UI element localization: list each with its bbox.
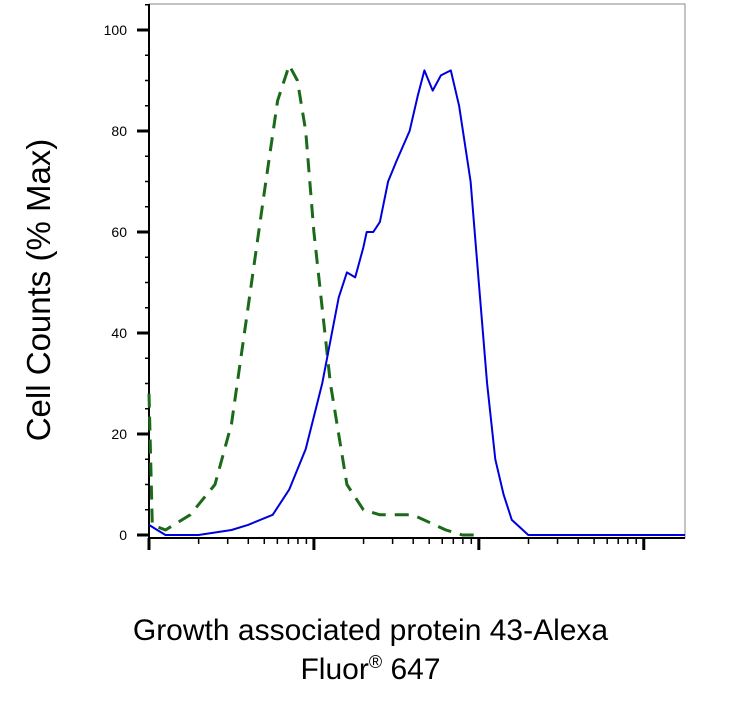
y-tick-label: 100 — [104, 22, 128, 38]
y-tick-label: 40 — [111, 325, 127, 341]
y-tick-label: 20 — [111, 426, 127, 442]
y-tick-label: 0 — [119, 527, 127, 543]
plot-frame — [148, 3, 686, 539]
plot-area: 0 20 40 60 80 100 — [104, 3, 686, 550]
registered-mark: ® — [368, 652, 383, 672]
series-line-dashed — [147, 63, 479, 537]
series-line-solid — [148, 69, 685, 536]
x-axis-title-rest: 647 — [382, 653, 441, 686]
y-tick-label: 80 — [111, 123, 127, 139]
x-axis-title-line1: Growth associated protein 43-Alexa — [132, 614, 609, 647]
x-axis-title-fluor: Fluor — [300, 653, 369, 686]
y-tick-label: 60 — [111, 224, 127, 240]
x-axis-title: Growth associated protein 43-Alexa Fluor… — [0, 614, 731, 687]
y-axis-title: Cell Counts (% Max) — [20, 139, 57, 442]
x-axis-title-line2: Fluor® 647 — [0, 652, 731, 687]
